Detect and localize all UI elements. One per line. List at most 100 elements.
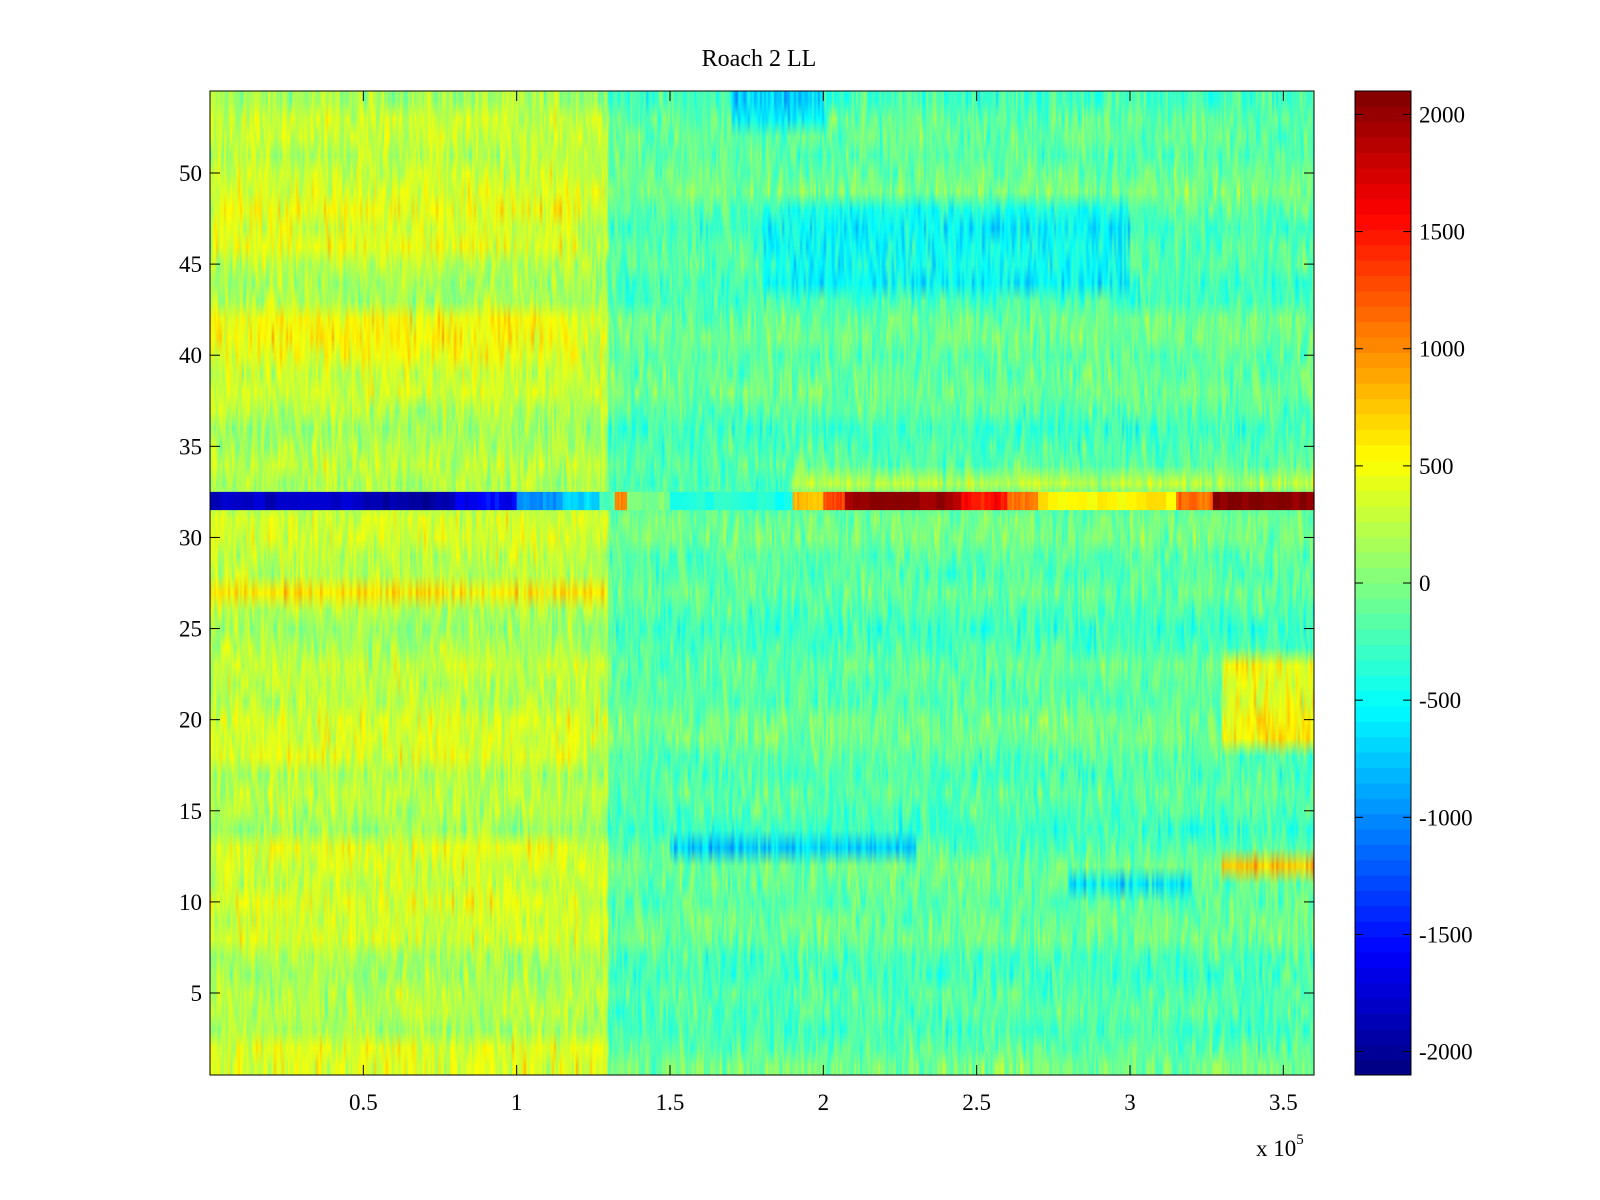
colorbar-tick-label: 0 <box>1419 571 1431 596</box>
row-32-segment <box>599 491 602 511</box>
row-32-segment <box>722 491 732 511</box>
row-32-segment <box>546 491 551 511</box>
row-32-segment <box>542 491 547 511</box>
row-32-segment <box>792 491 796 511</box>
row-32-segment <box>1202 491 1206 511</box>
colorbar-step <box>1355 306 1411 323</box>
row-32-segment <box>944 491 954 511</box>
row-32-segment <box>1241 491 1250 511</box>
y-tick-label: 45 <box>179 252 202 277</box>
colorbar-step <box>1355 460 1411 476</box>
row-32-segment <box>808 491 811 511</box>
row-32-segment <box>1292 491 1301 511</box>
row-32-segment <box>794 491 798 511</box>
row-32-segment <box>1176 491 1180 511</box>
row-32-segment <box>402 491 410 511</box>
row-32-segment <box>984 491 989 511</box>
colorbar-step <box>1355 475 1411 492</box>
row-32-segment <box>626 491 628 511</box>
y-tick-label: 5 <box>191 981 203 1006</box>
colorbar-step <box>1355 736 1411 753</box>
row-32-segment <box>1027 491 1030 511</box>
colorbar-tick-label: 1000 <box>1419 337 1465 362</box>
colorbar-step <box>1355 121 1411 138</box>
colorbar-tick-label: -2000 <box>1419 1040 1473 1065</box>
row-32-segment <box>1107 491 1118 511</box>
colorbar-step <box>1355 659 1411 676</box>
row-32-segment <box>853 491 863 511</box>
row-32-segment <box>827 491 831 511</box>
row-32-segment <box>953 491 962 511</box>
x-tick-label: 0.5 <box>349 1090 378 1115</box>
colorbar-step <box>1355 1013 1411 1030</box>
row-32-segment <box>1038 491 1049 511</box>
row-32-segment <box>801 491 805 511</box>
row-32-segment <box>818 491 822 511</box>
row-32-segment <box>618 491 620 511</box>
row-32-segment <box>1035 491 1039 511</box>
row-32-segment <box>1212 491 1221 511</box>
row-32-segment <box>614 491 617 511</box>
colorbar-step <box>1355 675 1411 692</box>
row-32-segment <box>526 491 531 511</box>
row-32-segment <box>383 491 391 511</box>
colorbar-step <box>1355 260 1411 277</box>
row-32-segment <box>536 491 541 511</box>
colorbar-step <box>1355 367 1411 384</box>
row-32-segment <box>911 491 921 511</box>
row-32-segment <box>516 491 521 511</box>
row-32-segment <box>810 491 813 511</box>
colorbar-step <box>1355 229 1411 246</box>
row-32-segment <box>369 491 378 511</box>
row-32-segment <box>775 491 785 511</box>
row-32-segment <box>961 491 966 511</box>
colorbar-step <box>1355 152 1411 169</box>
colorbar-step <box>1355 982 1411 999</box>
colorbar-step <box>1355 290 1411 307</box>
row-32-segment <box>613 491 616 511</box>
row-32-segment <box>660 491 665 511</box>
row-32-segment <box>523 491 528 511</box>
x-tick-label: 1.5 <box>656 1090 685 1115</box>
row-32-segment <box>748 491 759 511</box>
row-32-band <box>210 491 1315 511</box>
x-tick-label: 3.5 <box>1269 1090 1298 1115</box>
row-32-segment <box>562 491 566 511</box>
row-32-segment <box>1220 491 1228 511</box>
row-32-segment <box>455 491 461 511</box>
row-32-segment <box>601 491 604 511</box>
row-32-segment <box>539 491 544 511</box>
x-tick-label: 3 <box>1124 1090 1136 1115</box>
row-32-segment <box>494 491 500 511</box>
row-32-segment <box>1116 491 1128 511</box>
row-32-segment <box>1047 491 1059 511</box>
row-32-segment <box>573 491 577 511</box>
row-32-segment <box>616 491 619 511</box>
x-axis: 0.5 1 1.5 2 2.5 3 3.5 <box>349 91 1298 1115</box>
row-32-segment <box>990 491 995 511</box>
row-32-segment <box>1207 491 1211 511</box>
row-32-segment <box>625 491 627 511</box>
row-32-segment <box>967 491 972 511</box>
row-32-segment <box>624 491 626 511</box>
row-32-segment <box>981 491 985 511</box>
y-tick-label: 15 <box>179 799 202 824</box>
row-32-segment <box>713 491 724 511</box>
row-32-segment <box>1022 491 1026 511</box>
row-32-segment <box>415 491 424 511</box>
colorbar-step <box>1355 1059 1411 1076</box>
row-32-segment <box>840 491 843 511</box>
row-32-segment <box>663 491 668 511</box>
row-32-segment <box>1263 491 1272 511</box>
row-32-segment <box>1277 491 1286 511</box>
row-32-segment <box>602 491 605 511</box>
row-32-segment <box>821 491 824 511</box>
row-32-segment <box>1067 491 1079 511</box>
row-32-segment <box>964 491 969 511</box>
row-32-segment <box>604 491 607 511</box>
row-32-segment <box>678 491 689 511</box>
row-32-segment <box>1227 491 1236 511</box>
row-32-segment <box>389 491 397 511</box>
row-32-segment <box>987 491 992 511</box>
